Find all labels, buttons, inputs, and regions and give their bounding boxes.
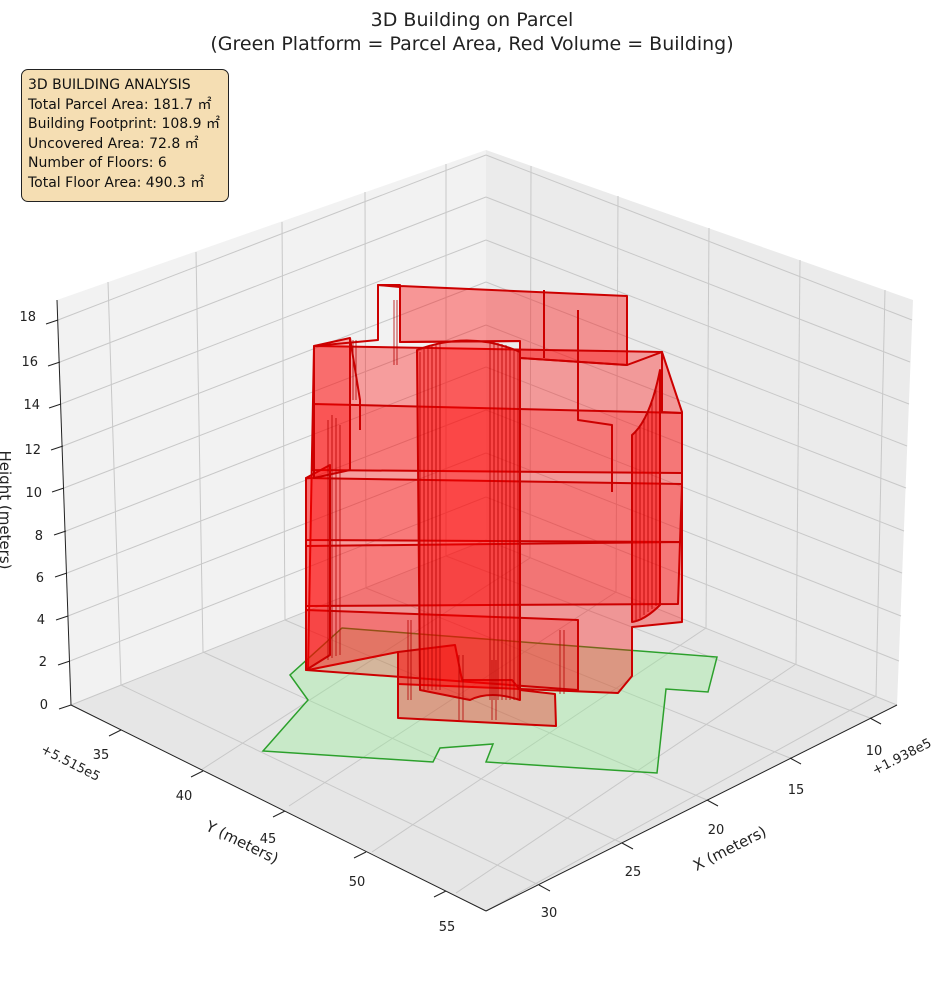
x-axis-label: X (meters) bbox=[690, 822, 769, 874]
y-tick-label: 45 bbox=[260, 832, 277, 847]
y-tick-label: 50 bbox=[349, 875, 366, 890]
building-central-cylinder bbox=[416, 339, 521, 701]
info-number-of-floors: Number of Floors: 6 bbox=[28, 155, 167, 171]
y-axis-ticks bbox=[108, 729, 447, 898]
z-tick-label: 10 bbox=[25, 486, 42, 501]
z-tick-label: 8 bbox=[35, 529, 43, 544]
building-analysis-box: 3D BUILDING ANALYSIS Total Parcel Area: … bbox=[21, 69, 229, 202]
building-right-cylinder bbox=[631, 369, 661, 623]
info-uncovered-area: Uncovered Area: 72.8 ㎡ bbox=[28, 135, 199, 152]
z-tick-label: 12 bbox=[24, 443, 41, 458]
info-heading: 3D BUILDING ANALYSIS bbox=[28, 77, 191, 93]
y-tick-label: 55 bbox=[439, 920, 456, 935]
z-tick-label: 18 bbox=[19, 310, 36, 325]
z-tick-label: 0 bbox=[40, 698, 48, 713]
pane-floor bbox=[71, 540, 897, 911]
x-tick-label: 10 bbox=[866, 744, 883, 759]
info-total-parcel-area: Total Parcel Area: 181.7 ㎡ bbox=[28, 96, 212, 113]
chart-title-line2: (Green Platform = Parcel Area, Red Volum… bbox=[210, 33, 733, 55]
z-axis-ticks bbox=[45, 319, 72, 710]
x-tick-label: 25 bbox=[625, 865, 642, 880]
z-tick-label: 2 bbox=[39, 655, 47, 670]
z-tick-label: 16 bbox=[21, 355, 38, 370]
z-tick-label: 4 bbox=[37, 613, 45, 628]
building-side-block bbox=[313, 337, 351, 479]
z-tick-label: 14 bbox=[23, 398, 40, 413]
cylinder-hatching bbox=[327, 300, 657, 720]
z-axis-label: Height (meters) bbox=[0, 451, 14, 570]
x-tick-label: 20 bbox=[708, 823, 725, 838]
x-tick-label: 15 bbox=[788, 783, 805, 798]
x-tick-label: 30 bbox=[541, 906, 558, 921]
grid bbox=[57, 154, 913, 912]
info-total-floor-area: Total Floor Area: 490.3 ㎡ bbox=[28, 174, 205, 191]
building-roof-outline bbox=[519, 351, 683, 414]
axes bbox=[56, 299, 898, 912]
building-roof-outline bbox=[313, 284, 521, 347]
info-building-footprint: Building Footprint: 108.9 ㎡ bbox=[28, 116, 221, 132]
building-side-block bbox=[305, 464, 331, 671]
z-tick-label: 6 bbox=[36, 571, 44, 586]
parcel-platform bbox=[261, 627, 718, 774]
y-tick-label: 35 bbox=[93, 748, 110, 763]
pane-right bbox=[486, 150, 913, 705]
x-axis-ticks bbox=[538, 717, 882, 892]
y-tick-label: 40 bbox=[176, 789, 193, 804]
chart-title-line1: 3D Building on Parcel bbox=[371, 9, 574, 31]
building-roof-outline bbox=[577, 310, 613, 492]
